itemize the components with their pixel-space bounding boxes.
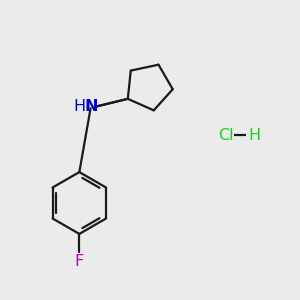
Text: H: H (249, 128, 261, 143)
Text: Cl: Cl (218, 128, 233, 143)
Text: F: F (75, 254, 84, 268)
Text: H: H (73, 99, 86, 114)
Text: N: N (84, 99, 98, 114)
